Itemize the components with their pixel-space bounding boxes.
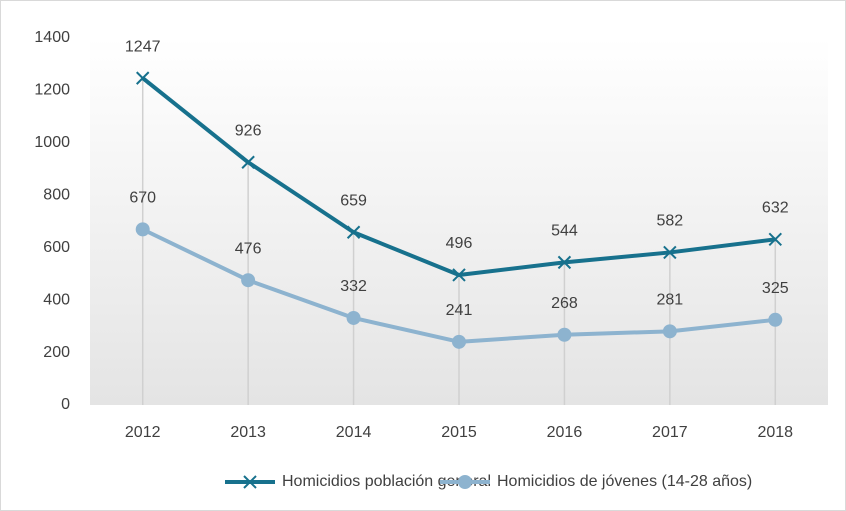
marker xyxy=(768,232,782,247)
marker-stroke xyxy=(241,155,255,169)
marker xyxy=(557,327,572,342)
legend-label: Homicidios de jóvenes (14-28 años) xyxy=(497,473,752,490)
y-tick-label: 200 xyxy=(43,344,70,361)
y-tick-label: 0 xyxy=(61,396,70,413)
data-label: 325 xyxy=(762,280,789,297)
x-tick-label: 2014 xyxy=(336,424,372,441)
x-tick-label: 2012 xyxy=(125,424,161,441)
marker xyxy=(346,310,361,325)
data-label: 496 xyxy=(446,235,473,252)
marker xyxy=(241,273,256,288)
marker-stroke xyxy=(663,245,677,260)
legend-marker xyxy=(458,475,472,489)
data-label: 632 xyxy=(762,200,789,217)
data-label: 268 xyxy=(551,295,578,312)
marker-stroke xyxy=(557,255,572,270)
marker xyxy=(135,222,150,237)
data-label: 1247 xyxy=(125,38,161,55)
legend-marker xyxy=(243,475,257,489)
y-tick-label: 600 xyxy=(43,239,70,256)
marker xyxy=(557,255,572,270)
marker-stroke xyxy=(346,225,361,239)
marker xyxy=(452,334,466,349)
data-label: 241 xyxy=(446,302,473,319)
marker-stroke xyxy=(243,475,257,489)
y-tick-label: 800 xyxy=(43,187,70,204)
y-tick-label: 1400 xyxy=(34,29,70,46)
marker xyxy=(452,268,466,282)
data-label: 926 xyxy=(235,122,262,139)
marker xyxy=(768,312,783,327)
marker xyxy=(663,245,677,260)
legend-label: Homicidios población general xyxy=(282,473,491,490)
y-tick-label: 400 xyxy=(43,291,70,308)
marker xyxy=(241,155,255,169)
x-tick-label: 2017 xyxy=(652,424,688,441)
data-label: 659 xyxy=(340,192,367,209)
marker-stroke xyxy=(768,232,782,247)
data-label: 332 xyxy=(340,278,367,295)
y-tick-label: 1000 xyxy=(34,134,70,151)
marker-stroke xyxy=(452,268,466,282)
y-tick-label: 1200 xyxy=(34,82,70,99)
marker xyxy=(662,324,677,339)
x-tick-label: 2018 xyxy=(757,424,793,441)
data-label: 544 xyxy=(551,223,578,240)
marker xyxy=(136,71,150,85)
data-label: 582 xyxy=(657,213,684,230)
x-tick-label: 2013 xyxy=(230,424,266,441)
marker xyxy=(346,225,361,239)
x-tick-label: 2015 xyxy=(441,424,477,441)
data-label: 476 xyxy=(235,240,262,257)
data-label: 281 xyxy=(657,292,684,309)
x-tick-label: 2016 xyxy=(547,424,583,441)
marker-stroke xyxy=(136,71,150,85)
data-label: 670 xyxy=(129,190,156,207)
